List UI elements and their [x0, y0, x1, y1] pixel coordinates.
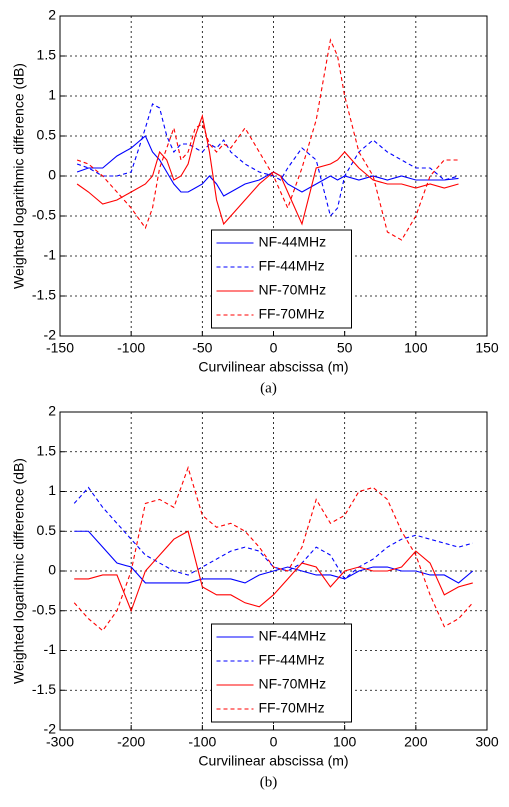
caption: (a) [260, 380, 277, 396]
y-tick-label: -0.5 [32, 207, 56, 223]
series-line [73, 465, 474, 632]
y-tick-label: -2 [44, 327, 57, 343]
series-line [76, 113, 459, 226]
plot: -300 -200 -100 0 100 200 300 2 1.5 1 0.5 0 -0.5 -1 -1.… [11, 403, 499, 791]
y-tick-label: 0 [48, 167, 56, 183]
x-axis-label: Curvilinear abscissa (m) [198, 753, 348, 769]
y-tick-label: 0.5 [37, 522, 57, 538]
plot-frame [59, 411, 488, 731]
x-tick-label: 100 [333, 734, 357, 750]
y-axis-label: Weighted logarithmic difference (dB) [11, 63, 27, 289]
series-line [74, 530, 473, 613]
legend-label: NF-70MHz [259, 676, 327, 692]
series-line [73, 486, 473, 580]
y-axis-label: Weighted logarithmic difference (dB) [11, 458, 27, 684]
caption: (b) [260, 774, 278, 790]
y-tick-label: 1.5 [37, 47, 57, 63]
legend-label: FF-70MHz [259, 700, 325, 716]
x-axis-label: Curvilinear abscissa (m) [198, 359, 348, 375]
x-tick-label: 0 [270, 340, 278, 356]
legend: NF-44MHz FF-44MHz NF-70MHz FF-70MHz [211, 623, 352, 723]
y-tick-label: -1.5 [32, 681, 56, 697]
series-line [76, 103, 459, 218]
y-tick-label: 1.5 [37, 442, 57, 458]
series-line [76, 38, 459, 241]
legend-label: NF-44MHz [259, 628, 327, 644]
x-tick-label: 50 [337, 340, 353, 356]
x-tick-label: 200 [404, 734, 428, 750]
y-tick-label: 2 [48, 403, 56, 419]
x-tick-label: -200 [117, 734, 145, 750]
legend-label: FF-70MHz [259, 306, 325, 322]
legend-box [211, 623, 352, 723]
y-tick-label: -0.5 [32, 601, 56, 617]
y-tick-label: 0.5 [37, 127, 57, 143]
x-tick-label: 300 [475, 734, 499, 750]
x-tick-label: 0 [270, 734, 278, 750]
y-tick-label: -1 [44, 641, 57, 657]
x-tick-label: -100 [117, 340, 145, 356]
legend-label: FF-44MHz [259, 258, 325, 274]
y-tick-label: 1 [48, 482, 56, 498]
x-tick-label: -300 [46, 734, 74, 750]
x-tick-label: -100 [188, 734, 216, 750]
series-line [76, 135, 459, 197]
plot: -150 -100 -50 0 50 100 150 2 1.5 1 0.5 0 -0.5 -1 -1.5 -… [11, 7, 499, 397]
y-tick-label: 2 [48, 7, 56, 23]
plot-frame [59, 15, 488, 337]
x-tick-label: 150 [475, 340, 499, 356]
y-tick-label: -2 [44, 721, 57, 737]
y-tick-label: 1 [48, 87, 56, 103]
legend: NF-44MHz FF-44MHz NF-70MHz FF-70MHz [211, 229, 352, 329]
series-line [74, 530, 474, 584]
x-tick-label: -50 [192, 340, 212, 356]
legend-box [211, 229, 352, 329]
legend-label: NF-44MHz [259, 234, 327, 250]
x-tick-label: 100 [404, 340, 428, 356]
y-tick-label: -1 [44, 247, 57, 263]
legend-label: NF-70MHz [259, 282, 327, 298]
y-tick-label: -1.5 [32, 287, 56, 303]
x-tick-label: -150 [46, 340, 74, 356]
legend-label: FF-44MHz [259, 652, 325, 668]
y-tick-label: 0 [48, 562, 56, 578]
